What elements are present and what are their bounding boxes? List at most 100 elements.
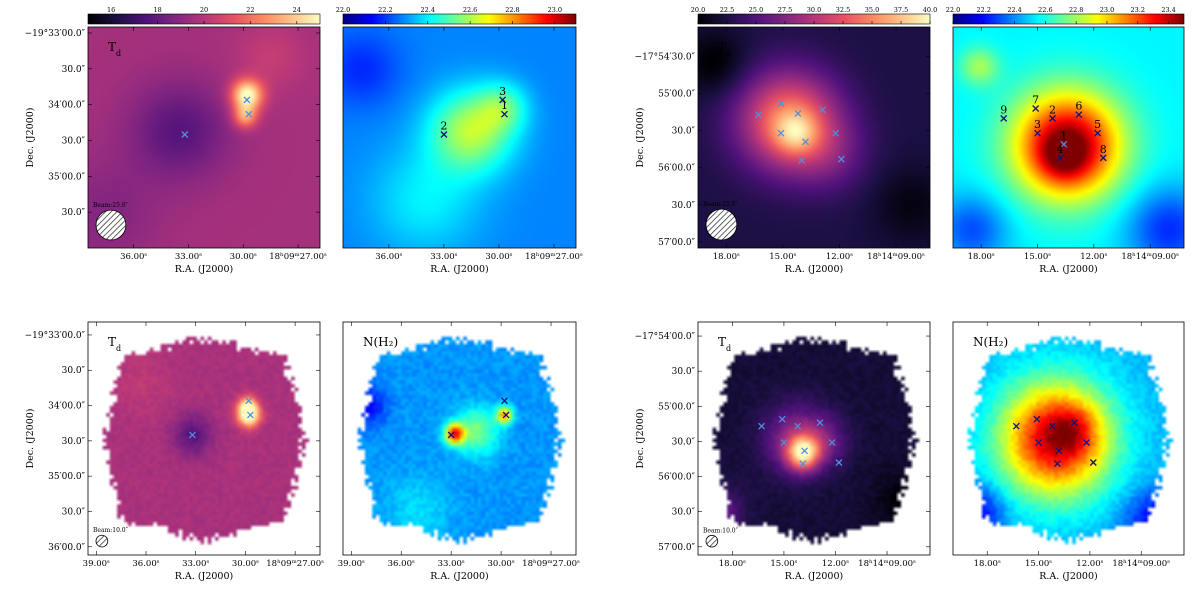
x-tick-label: 18.00ˢ xyxy=(713,252,740,262)
y-axis-label: Dec. (J2000) xyxy=(635,409,646,469)
colorbar-A: 16 18 20 22 24 xyxy=(87,6,321,25)
y-tick-label: 56′00.0″ xyxy=(658,473,696,483)
source-marker xyxy=(837,155,845,163)
y-tick-label: 30.0″ xyxy=(62,507,86,517)
y-tick-label: 30.0″ xyxy=(672,127,696,137)
x-tick-label: 30.00ˢ xyxy=(232,559,259,569)
x-tick-label: 30.00ˢ xyxy=(488,559,515,569)
source-label: 5 xyxy=(1094,118,1101,131)
source-label: 2 xyxy=(1049,103,1056,116)
x-tick-label: 15.00ˢ xyxy=(1025,559,1052,569)
source-label: 4 xyxy=(1057,143,1064,156)
beam-ellipse xyxy=(705,208,738,241)
map-title-E: Td xyxy=(108,335,121,353)
x-tick-label: 18ʰ09ᵐ27.00ˢ xyxy=(522,559,580,569)
y-axis-label: Dec. (J2000) xyxy=(25,409,36,469)
x-axis-label: R.A. (J2000) xyxy=(785,571,843,582)
source-marker xyxy=(758,422,766,430)
source-marker xyxy=(819,106,826,114)
x-tick-label: 30.00ˢ xyxy=(485,252,512,262)
x-tick-label: 18ʰ09ᵐ27.00ˢ xyxy=(525,252,583,262)
x-tick-label: 18ʰ09ᵐ27.00ˢ xyxy=(266,559,324,569)
y-tick-label: 30.0″ xyxy=(672,201,696,211)
y-tick-label: 30.0″ xyxy=(62,366,86,376)
colorbar-tick-label: 22.0 xyxy=(336,6,350,14)
colorbar-tick-label: 20 xyxy=(200,6,208,14)
map-panel-E: 39.00ˢ 36.00ˢ 33.00ˢ 30.00ˢ 18ʰ09ᵐ27.00ˢ R.A.… xyxy=(25,321,324,582)
axes-frame-C xyxy=(697,26,931,249)
y-tick-label: −19°33′00.0″ xyxy=(25,331,86,341)
map-title-F: N(H₂) xyxy=(363,335,398,349)
source-marker xyxy=(1055,447,1063,455)
x-tick-label: 36.00ˢ xyxy=(120,252,147,262)
beam-label: Beam:25.0″ xyxy=(93,202,129,209)
source-marker xyxy=(1048,422,1056,430)
source-marker xyxy=(502,411,510,419)
heatmap-image-G xyxy=(698,322,930,555)
colorbar-tick-label: 22.0 xyxy=(946,6,960,14)
heatmap-image-E xyxy=(88,322,320,555)
x-tick-label: 33.00ˢ xyxy=(175,252,202,262)
axes-frame-F xyxy=(342,321,577,556)
y-tick-label: 30.0″ xyxy=(62,208,86,218)
beam-label: Beam:10.0″ xyxy=(93,527,129,534)
map-title-A: Td xyxy=(108,40,121,58)
map-panel-C: 20.0 22.5 25.0 27.5 30.0 32.5 35.0 37.5 40.0 18.0… xyxy=(635,6,938,275)
source-marker xyxy=(1053,460,1061,468)
source-marker xyxy=(777,129,785,137)
colorbar-tick-label: 23.0 xyxy=(1100,6,1114,14)
x-axis-label: R.A. (J2000) xyxy=(1039,571,1097,582)
colorbar-tick-label: 27.5 xyxy=(778,6,792,14)
y-tick-label: 55′00.0″ xyxy=(658,402,696,412)
source-marker xyxy=(1012,422,1020,430)
source-marker xyxy=(816,419,824,427)
y-tick-label: −17°54′00.0″ xyxy=(635,332,696,342)
colorbar-tick-label: 18 xyxy=(153,6,161,14)
x-tick-label: 15.00ˢ xyxy=(769,252,796,262)
y-tick-label: 55′00.0″ xyxy=(658,90,696,100)
y-tick-label: 34′00.0″ xyxy=(48,402,86,412)
y-tick-label: −19°33′00.0″ xyxy=(25,29,86,39)
colorbar-gradient xyxy=(342,13,577,25)
y-tick-label: 30.0″ xyxy=(672,437,696,447)
x-tick-label: 30.00ˢ xyxy=(230,252,257,262)
source-marker: 5 xyxy=(1094,118,1101,137)
source-marker xyxy=(828,439,836,447)
map-panel-B: 22.0 22.2 22.4 22.6 22.8 23.0 36.00ˢ 33.00ˢ 30.0… xyxy=(336,6,583,275)
source-marker xyxy=(754,111,762,119)
x-tick-label: 12.00ˢ xyxy=(826,252,853,262)
y-tick-label: 30.0″ xyxy=(672,367,696,377)
colorbar-tick-label: 23.2 xyxy=(1131,6,1145,14)
source-label: 3 xyxy=(1034,118,1041,131)
colorbar-tick-label: 24 xyxy=(293,6,301,14)
source-marker xyxy=(447,431,455,439)
source-marker: 3 xyxy=(499,85,506,104)
x-axis-label: R.A. (J2000) xyxy=(430,264,488,275)
map-panel-G: 18.00ˢ 15.00ˢ 12.00ˢ 18ʰ14ᵐ09.00ˢ R.A. (J200… xyxy=(635,321,931,582)
x-tick-label: 18ʰ14ᵐ09.00ˢ xyxy=(867,252,925,262)
y-axis-label: Dec. (J2000) xyxy=(635,108,646,168)
source-marker xyxy=(1033,415,1041,423)
colorbar-B: 22.0 22.2 22.4 22.6 22.8 23.0 xyxy=(336,6,577,25)
beam-label: Beam:25.0″ xyxy=(703,201,739,208)
axes-frame-H xyxy=(952,321,1185,556)
source-marker: 8 xyxy=(1100,143,1107,162)
map-panel-F: 39.00ˢ 36.00ˢ 33.00ˢ 30.00ˢ 18ʰ09ᵐ27.00ˢ R.A.… xyxy=(338,321,580,582)
colorbar-D: 22.0 22.2 22.4 22.6 22.8 23.0 23.2 23.4 xyxy=(946,6,1185,25)
heatmap-image-F xyxy=(343,322,576,555)
colorbar-tick-label: 22.8 xyxy=(1069,6,1083,14)
map-title-G: Td xyxy=(718,335,731,353)
x-tick-label: 33.00ˢ xyxy=(182,559,209,569)
heatmap-image-A xyxy=(88,27,320,248)
source-label: 1 xyxy=(501,99,508,112)
beam-label: Beam:10.0″ xyxy=(703,527,739,534)
x-axis-label: R.A. (J2000) xyxy=(785,264,843,275)
source-label: 8 xyxy=(1100,143,1107,156)
x-tick-label: 36.00ˢ xyxy=(388,559,415,569)
y-tick-label: −17°54′30.0″ xyxy=(635,53,696,63)
source-marker: 6 xyxy=(1075,100,1082,119)
source-marker: 7 xyxy=(1032,93,1039,112)
source-marker xyxy=(243,96,251,104)
colorbar-gradient xyxy=(952,13,1185,25)
y-tick-label: 56′00.0″ xyxy=(658,164,696,174)
